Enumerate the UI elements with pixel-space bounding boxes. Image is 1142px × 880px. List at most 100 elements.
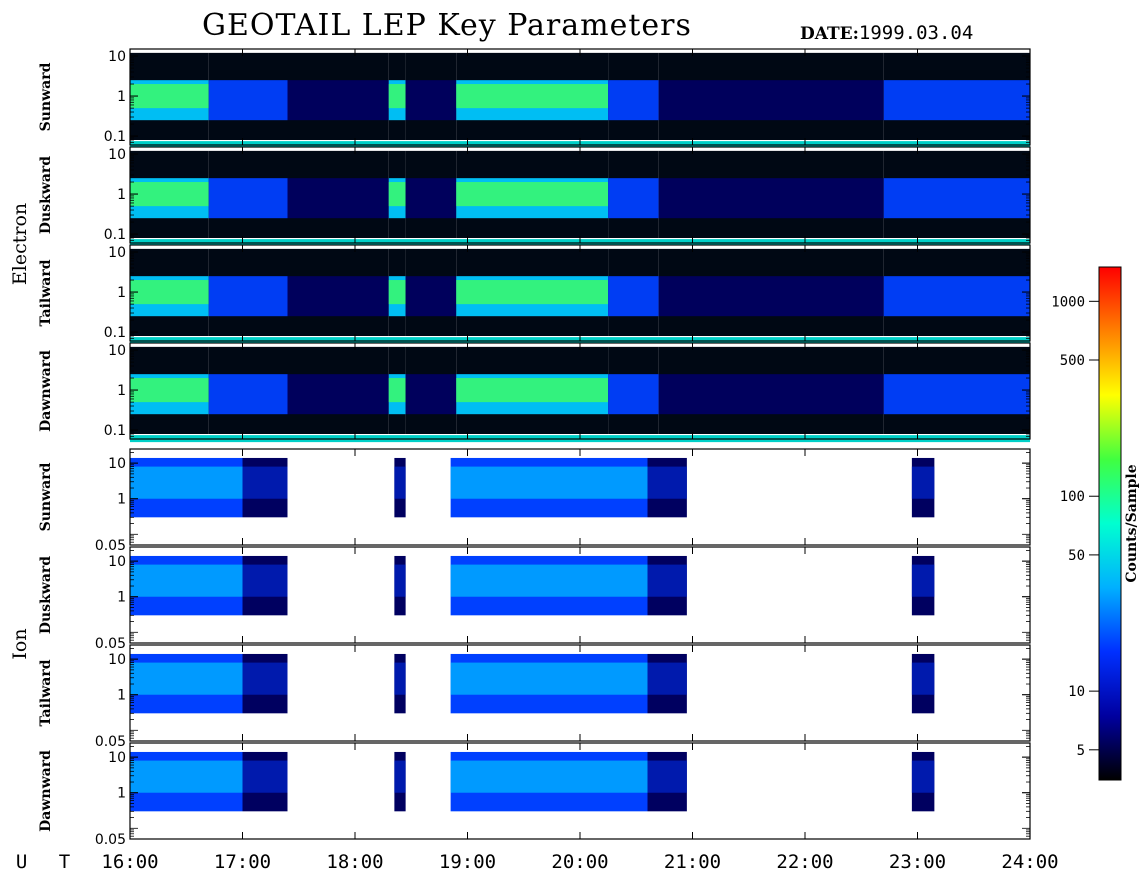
y-tick-label: 0.05 (95, 636, 126, 652)
x-tick-label: 18:00 (326, 851, 383, 873)
activity-core (658, 178, 884, 219)
activity-core (658, 80, 884, 121)
activity-core (911, 564, 935, 597)
activity-peak (456, 280, 609, 305)
activity-core (287, 374, 389, 415)
activity-core (405, 80, 457, 121)
activity-peak (456, 378, 609, 403)
panel-ion-duskward: 10 1 0.05 Duskward (38, 546, 1031, 652)
activity-core (883, 374, 1030, 415)
activity-core (394, 466, 406, 499)
activity-core (130, 662, 243, 695)
activity-core (608, 178, 659, 219)
activity-core (405, 374, 457, 415)
activity-core (911, 466, 935, 499)
y-tick-label: 1 (117, 187, 126, 203)
activity-core (883, 178, 1030, 219)
activity-peak (388, 378, 406, 403)
y-tick-label: 10 (108, 456, 126, 472)
x-axis-label: U T (16, 851, 80, 873)
group-label-ion: Ion (9, 628, 31, 659)
activity-core (450, 564, 648, 597)
activity-core (658, 374, 884, 415)
y-tick-label: 0.1 (104, 325, 126, 341)
x-tick-label: 17:00 (214, 851, 271, 873)
activity-core (394, 564, 406, 597)
activity-peak (130, 280, 209, 305)
y-tick-label: 1 (117, 285, 126, 301)
x-tick-label: 21:00 (664, 851, 721, 873)
activity-core (608, 80, 659, 121)
activity-core (287, 80, 389, 121)
x-tick-label: 24:00 (1001, 851, 1058, 873)
y-tick-label: 10 (108, 554, 126, 570)
panel-electron-duskward: 10 1 0.1 Duskward (38, 146, 1031, 247)
x-tick-label: 22:00 (776, 851, 833, 873)
y-tick-label: 10 (108, 147, 126, 163)
activity-core (608, 276, 659, 317)
activity-peak (388, 280, 406, 305)
activity-core (911, 760, 935, 793)
panel-label: Dawnward (38, 350, 54, 432)
y-tick-label: 0.05 (95, 734, 126, 750)
activity-core (450, 760, 648, 793)
activity-peak (456, 182, 609, 207)
activity-core (647, 760, 687, 793)
y-tick-label: 1 (117, 590, 126, 606)
panel-label: Tailward (38, 659, 54, 726)
activity-peak (388, 182, 406, 207)
panel-electron-tailward: 10 1 0.1 Tailward (38, 244, 1031, 345)
y-tick-label: 10 (108, 245, 126, 261)
y-tick-label: 1 (117, 786, 126, 802)
group-label-electron: Electron (9, 203, 31, 285)
y-tick-label: 1 (117, 383, 126, 399)
y-tick-label: 0.05 (95, 832, 126, 848)
y-tick-label: 1 (117, 492, 126, 508)
y-tick-label: 0.1 (104, 129, 126, 145)
panel-label: Duskward (38, 556, 54, 634)
x-tick-label: 20:00 (551, 851, 608, 873)
colorbar-label: Counts/Sample (1124, 464, 1140, 582)
activity-core (450, 466, 648, 499)
activity-core (208, 276, 288, 317)
y-tick-label: 10 (108, 49, 126, 65)
activity-core (208, 178, 288, 219)
activity-peak (130, 378, 209, 403)
activity-peak (130, 182, 209, 207)
panel-electron-dawnward: 10 1 0.1 Dawnward (38, 342, 1031, 443)
activity-core (883, 276, 1030, 317)
y-tick-label: 10 (108, 343, 126, 359)
activity-core (647, 564, 687, 597)
panel-label: Sunward (38, 62, 54, 131)
panel-electron-sunward: 10 1 0.1 Sunward (38, 48, 1031, 149)
activity-core (287, 178, 389, 219)
y-tick-label: 10 (108, 750, 126, 766)
panel-label: Tailward (38, 259, 54, 326)
panel-label: Dawnward (38, 750, 54, 832)
activity-peak (388, 84, 406, 109)
date-value: 1999.03.04 (858, 22, 974, 44)
colorbar-tick-label: 10 (1068, 684, 1085, 700)
colorbar-gradient (1098, 266, 1122, 781)
colorbar-tick-label: 500 (1060, 353, 1085, 369)
panel-ion-sunward: 10 1 0.05 Sunward (38, 448, 1031, 554)
panel-label: Sunward (38, 462, 54, 531)
activity-core (647, 662, 687, 695)
y-tick-label: 1 (117, 89, 126, 105)
y-tick-label: 10 (108, 652, 126, 668)
activity-peak (456, 84, 609, 109)
activity-core (911, 662, 935, 695)
y-tick-label: 0.1 (104, 227, 126, 243)
activity-core (394, 662, 406, 695)
x-tick-label: 16:00 (101, 851, 158, 873)
activity-core (405, 178, 457, 219)
activity-core (242, 760, 288, 793)
activity-core (658, 276, 884, 317)
chart-title: GEOTAIL LEP Key Parameters (202, 8, 692, 43)
activity-core (208, 374, 288, 415)
y-tick-label: 0.1 (104, 423, 126, 439)
activity-core (405, 276, 457, 317)
date-readout: DATE:1999.03.04 (800, 22, 973, 44)
activity-core (242, 662, 288, 695)
activity-core (242, 466, 288, 499)
